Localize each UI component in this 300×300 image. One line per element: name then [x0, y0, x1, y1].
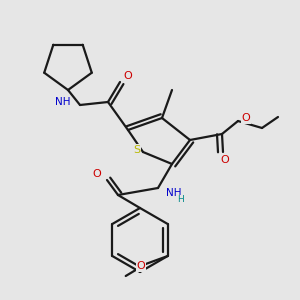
- Text: NH: NH: [166, 188, 182, 198]
- Text: O: O: [124, 71, 132, 81]
- Text: H: H: [177, 196, 183, 205]
- Text: O: O: [242, 113, 250, 123]
- Text: S: S: [134, 145, 141, 155]
- Text: NH: NH: [55, 97, 70, 107]
- Text: O: O: [220, 155, 230, 165]
- Text: O: O: [93, 169, 101, 179]
- Text: O: O: [136, 261, 145, 271]
